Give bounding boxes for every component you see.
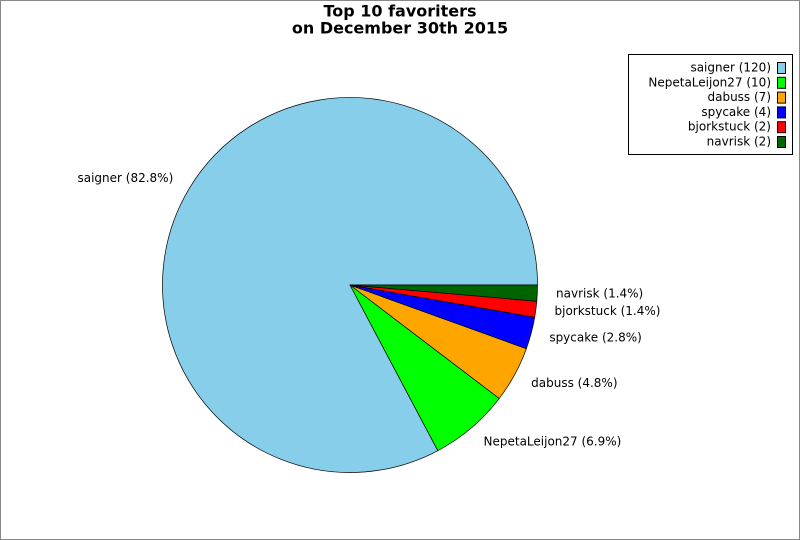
slice-label: saigner (82.8%): [77, 171, 173, 185]
legend-swatch: [777, 136, 786, 148]
legend-label: NepetaLeijon27 (10): [648, 75, 771, 89]
pie-slice: [162, 97, 538, 473]
slice-label: NepetaLeijon27 (6.9%): [484, 435, 622, 449]
legend-label: navrisk (2): [707, 135, 771, 149]
slice-label: dabuss (4.8%): [531, 376, 617, 390]
slice-label: navrisk (1.4%): [556, 286, 643, 300]
legend-swatch: [777, 106, 786, 119]
slice-label: bjorkstuck (1.4%): [555, 304, 661, 318]
chart-title: Top 10 favoriters: [323, 2, 476, 21]
legend-swatch: [777, 62, 786, 74]
chart-subtitle: on December 30th 2015: [292, 19, 508, 38]
legend-swatch: [777, 76, 786, 89]
legend-label: bjorkstuck (2): [688, 120, 771, 134]
pie-slice: [349, 284, 538, 302]
legend-label: dabuss (7): [707, 90, 771, 104]
legend-swatch: [777, 121, 786, 134]
legend-box: [628, 54, 793, 155]
slice-label: spycake (2.8%): [549, 331, 642, 345]
legend-swatch: [777, 91, 786, 104]
legend-label: saigner (120): [690, 61, 771, 75]
legend-label: spycake (4): [701, 105, 771, 119]
